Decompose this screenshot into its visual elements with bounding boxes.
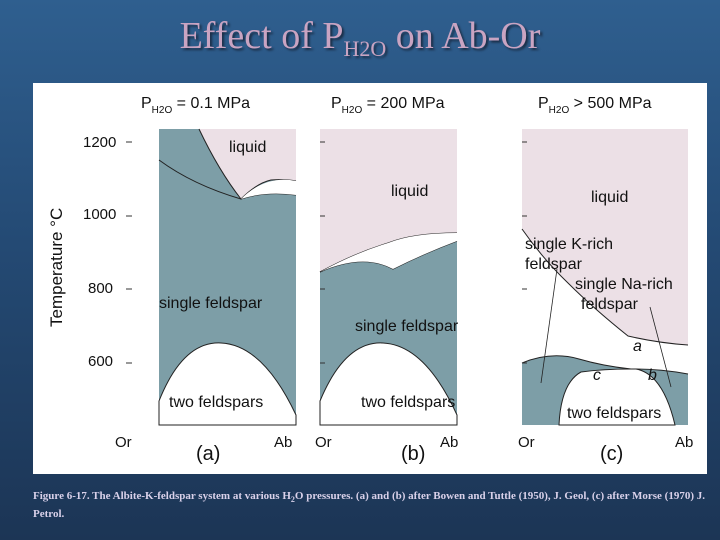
panel-b-melting-loop [320,233,457,272]
panel-c-solvus [558,368,676,426]
y-tick-600: 600 [88,353,113,370]
panel-c-liquidus-curve [521,228,689,346]
caption-part2: O pressures. (a) and (b) after Bowen and… [33,490,706,521]
panel-c-label-two-feldspars: two feldspars [567,405,661,422]
panel-a-melting-loop [241,179,296,199]
panel-a-title: PH2O = 0.1 MPa [141,95,250,116]
panel-b-title-rest: = 200 MPa [362,95,444,112]
title-prefix: Effect of P [179,15,344,57]
panel-c-label-na-rich-feldspar: feldspar [581,296,639,313]
panel-b-title-p: P [331,95,342,112]
panel-b-label-liquid: liquid [391,183,428,200]
panel-a-liquid-field [199,129,296,199]
panel-b-label-two-feldspars: two feldspars [361,394,455,411]
title-subscript: H2O [343,36,387,61]
panel-a-right-end: Ab [274,434,292,451]
panel-c-solidus-curve [521,355,689,375]
panel-c-point-b: b [648,367,657,384]
panel-c-leader-k-rich [540,268,558,384]
panel-c-title-sub: H2O [549,105,570,116]
panel-c-leader-na-rich [649,306,672,388]
panel-c-title-rest: > 500 MPa [569,95,651,112]
panel-a-title-rest: = 0.1 MPa [172,95,250,112]
panel-c-label-single-na-rich: single Na-rich [575,276,673,293]
panel-c-tag: (c) [600,443,623,465]
panel-a-label-liquid: liquid [229,139,266,156]
panel-a-label-single-feldspar: single feldspar [159,295,263,312]
panel-a-solidus-curve [158,159,297,200]
panel-a-title-p: P [141,95,152,112]
caption-part1: Figure 6-17. The Albite-K-feldspar syste… [33,490,291,502]
panel-a-tag: (a) [196,443,220,465]
y-tick-1200: 1200 [83,134,116,151]
panel-b-tag: (b) [401,443,425,465]
panel-c: liquid single K-rich feldspar single Na-… [518,95,693,465]
panel-b-label-single-feldspar: single feldspar [355,318,459,335]
y-axis-label: Temperature °C [47,208,66,327]
panel-c-point-a: a [633,338,642,355]
panel-b-solvus [319,342,458,426]
panel-c-left-end: Or [518,434,535,451]
panel-c-right-end: Ab [675,434,693,451]
title-suffix: on Ab-Or [386,15,541,57]
panel-c-title: PH2O > 500 MPa [538,95,652,116]
y-tick-1000: 1000 [83,206,116,223]
panel-b: liquid single feldspar two feldspars PH2… [315,95,459,465]
figure-caption: Figure 6-17. The Albite-K-feldspar syste… [33,489,707,521]
phase-diagram-svg: liquid single feldspar two feldspars PH2… [47,95,693,465]
panel-b-liquid-field [320,129,457,272]
y-tick-800: 800 [88,280,113,297]
panel-a-label-two-feldspars: two feldspars [169,394,263,411]
panel-a-left-end: Or [115,434,132,451]
caption-subscript: 2 [290,495,295,505]
panel-c-label-single-k-rich: single K-rich [525,236,613,253]
panel-b-title: PH2O = 200 MPa [331,95,445,116]
panel-c-label-liquid: liquid [591,189,628,206]
phase-diagram-figure: liquid single feldspar two feldspars PH2… [33,83,707,474]
panel-c-title-p: P [538,95,549,112]
panel-a-liquidus-curve [198,128,297,200]
slide-title: Effect of PH2O on Ab-Or [0,14,720,62]
panel-c-point-c: c [593,367,601,384]
panel-b-right-end: Ab [440,434,458,451]
panel-b-left-end: Or [315,434,332,451]
panel-c-melting-loops [522,229,688,374]
panel-a: liquid single feldspar two feldspars PH2… [115,95,297,465]
panel-c-label-k-rich-feldspar: feldspar [525,256,583,273]
panel-b-title-sub: H2O [342,105,363,116]
temperature-axis: 1200 1000 800 600 Temperature °C [47,134,527,370]
panel-a-solvus [158,342,297,426]
panel-a-title-sub: H2O [152,105,173,116]
